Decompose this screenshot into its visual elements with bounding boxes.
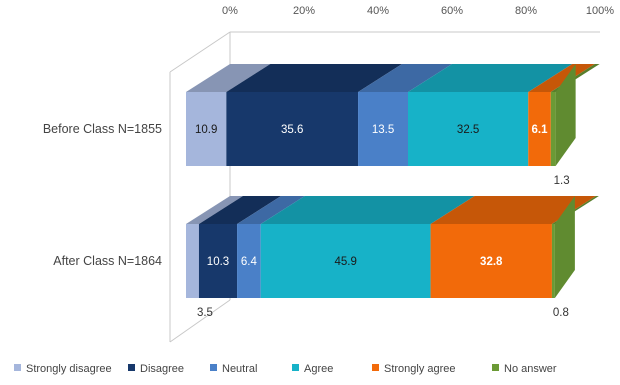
bar-top-face [186, 64, 271, 92]
bar-segment [408, 92, 529, 166]
x-tick-label: 100% [586, 5, 614, 17]
data-label: 13.5 [372, 124, 394, 136]
bar-segment [226, 92, 359, 166]
legend-swatch [210, 364, 217, 371]
data-label: 45.9 [334, 256, 356, 268]
category-label: Before Class N=1855 [43, 122, 162, 136]
bar-top-face [408, 64, 573, 92]
legend-label: Neutral [222, 363, 257, 375]
bar-top-face [237, 196, 305, 224]
wall-depth-line [169, 31, 231, 73]
x-tick-label: 0% [222, 5, 238, 17]
bar-segment [550, 92, 556, 166]
data-label: 10.3 [207, 256, 229, 268]
data-label: 1.3 [554, 175, 570, 187]
data-label: 32.5 [457, 124, 479, 136]
data-label: 3.5 [197, 307, 213, 319]
bar-segment [186, 92, 227, 166]
x-tick-label: 40% [367, 5, 389, 17]
bar-segment [430, 224, 552, 298]
legend-swatch [14, 364, 21, 371]
bar-top-face [358, 64, 452, 92]
bar-top-face [430, 196, 596, 224]
bar-side-face [555, 64, 576, 166]
data-label: 6.1 [532, 124, 549, 136]
bar-top-face [198, 196, 282, 224]
data-labels: 10.9 35.6 13.5 32.5 6.1 1.3 3.5 10.3 6.4 45.9 32.8… [195, 124, 570, 319]
legend-label: Disagree [140, 363, 184, 375]
bar-top-face [226, 64, 403, 92]
legend-swatch [492, 364, 499, 371]
category-labels: Before Class N=1855 After Class N=1864 [43, 122, 162, 268]
bar-segment [186, 224, 199, 298]
bar-segment [551, 224, 555, 298]
bar-segment [237, 224, 261, 298]
data-label: 35.6 [281, 124, 303, 136]
data-label: 32.8 [480, 256, 503, 268]
x-tick-label: 60% [441, 5, 463, 17]
bar-top-face [260, 196, 475, 224]
legend-label: No answer [504, 363, 557, 375]
data-label: 0.8 [553, 307, 569, 319]
legend-label: Strongly disagree [26, 363, 112, 375]
bar-segment [528, 92, 551, 166]
legend-swatch [128, 364, 135, 371]
x-tick-label: 80% [515, 5, 537, 17]
bar-side-face [554, 196, 575, 298]
bar-top-face [528, 64, 595, 92]
x-axis-ticks: 0% 20% 40% 60% 80% 100% [222, 5, 614, 17]
x-tick-label: 20% [293, 5, 315, 17]
data-label: 6.4 [241, 256, 258, 268]
legend-swatch [292, 364, 299, 371]
data-label: 10.9 [195, 124, 217, 136]
bar-segment [260, 224, 431, 298]
category-label: After Class N=1864 [53, 254, 162, 268]
legend: Strongly disagree Disagree Neutral Agree Str… [14, 363, 557, 375]
legend-swatch [372, 364, 379, 371]
legend-label: Agree [304, 363, 333, 375]
legend-label: Strongly agree [384, 363, 456, 375]
floor-depth-line [169, 299, 231, 343]
bar-series [186, 64, 600, 298]
bar-top-face [186, 196, 243, 224]
bar-segment [358, 92, 408, 166]
bar-segment [198, 224, 238, 298]
